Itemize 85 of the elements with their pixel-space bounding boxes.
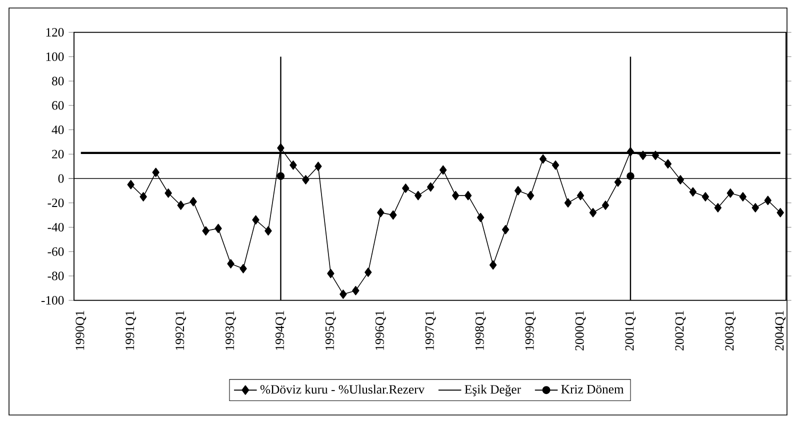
point [639, 150, 647, 160]
x-tick-label: 2004Q1 [775, 310, 786, 350]
x-tick-label: 1999Q1 [525, 310, 536, 350]
y-tick-label: 0 [58, 174, 64, 183]
point [539, 154, 547, 164]
x-tick-label: 1995Q1 [325, 310, 336, 350]
legend-label: Kriz Dönem [561, 384, 624, 394]
point [502, 225, 510, 234]
point [177, 200, 184, 210]
point [476, 212, 484, 222]
point [739, 192, 746, 202]
point [290, 160, 297, 170]
point [526, 190, 534, 200]
point [614, 177, 622, 187]
point [302, 175, 310, 184]
point [664, 159, 672, 169]
y-tick-label: -60 [48, 247, 64, 256]
y-tick-label: -80 [48, 272, 64, 280]
point [314, 162, 322, 171]
point [277, 143, 284, 153]
y-tick-label: 40 [52, 126, 64, 134]
point [489, 260, 497, 270]
point [626, 172, 634, 180]
point [602, 200, 610, 210]
point [340, 290, 347, 299]
point [764, 196, 772, 206]
point [514, 186, 522, 196]
point [626, 147, 634, 156]
legend-label: %Döviz kuru - %Uluslar.Rezerv [260, 384, 425, 394]
point [190, 196, 197, 206]
legend-label: Eşik Değer [464, 384, 521, 396]
x-tick-label: 2002Q1 [675, 310, 686, 350]
point [202, 226, 210, 236]
point [152, 168, 160, 178]
point [440, 165, 447, 175]
point [276, 172, 285, 180]
y-tick-label: 80 [52, 76, 64, 86]
x-tick-label: 2001Q1 [625, 310, 636, 350]
point [776, 208, 784, 218]
point [164, 188, 172, 198]
y-tick-label: -20 [48, 198, 64, 208]
point [252, 215, 260, 225]
x-tick-label: 1991Q1 [126, 310, 136, 350]
point [464, 190, 472, 200]
point [576, 190, 584, 200]
x-tick-label: 1990Q1 [76, 310, 86, 350]
y-tick-label: -100 [41, 296, 64, 305]
y-tick-label: 100 [46, 52, 64, 61]
point [564, 198, 572, 208]
point [352, 286, 360, 296]
point [327, 268, 334, 278]
point [414, 190, 422, 200]
y-tick-label: 60 [52, 101, 64, 110]
point [402, 184, 410, 193]
x-tick-label: 1996Q1 [375, 310, 386, 350]
point [264, 226, 272, 236]
x-tick-label: 1998Q1 [475, 310, 486, 350]
point [652, 150, 660, 160]
x-tick-label: 2000Q1 [575, 310, 586, 350]
point [752, 203, 759, 212]
x-tick-label: 2003Q1 [725, 310, 736, 350]
point [127, 180, 134, 190]
point [689, 187, 697, 197]
point [140, 192, 147, 202]
point [377, 208, 384, 218]
point [214, 224, 222, 234]
point [552, 160, 560, 170]
point [427, 182, 434, 192]
y-tick-label: 20 [52, 150, 64, 158]
y-tick-label: -40 [48, 222, 64, 232]
point [702, 192, 710, 202]
point [726, 188, 734, 198]
x-tick-label: 1992Q1 [176, 310, 186, 350]
point [390, 210, 397, 220]
x-tick-label: 1994Q1 [276, 310, 286, 350]
y-tick-label: 120 [46, 28, 64, 37]
point [452, 190, 460, 200]
point [676, 175, 684, 184]
x-tick-label: 1993Q1 [226, 310, 236, 350]
point [240, 264, 247, 274]
point [227, 259, 234, 268]
point [714, 203, 722, 212]
point [589, 208, 597, 218]
point [364, 268, 372, 277]
x-tick-label: 1997Q1 [425, 310, 436, 350]
